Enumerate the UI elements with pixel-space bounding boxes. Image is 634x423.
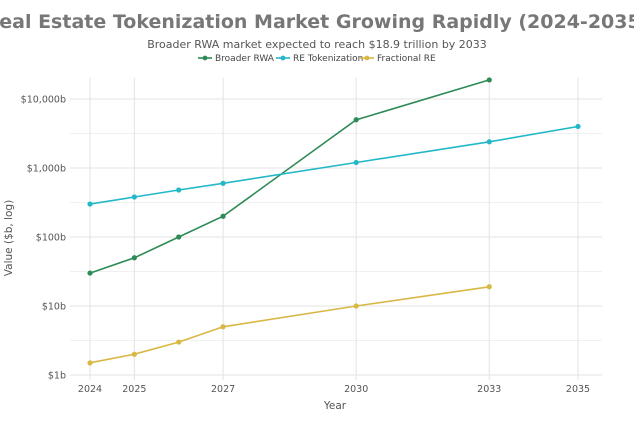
data-point-broader-rwa xyxy=(176,234,182,240)
y-tick-label: $10,000b xyxy=(21,95,66,106)
data-point-fractional-re xyxy=(353,303,359,309)
y-tick-label: $1b xyxy=(48,371,66,382)
legend-swatch-marker xyxy=(364,55,370,61)
series-broader-rwa xyxy=(87,77,492,276)
series-re-tokenization xyxy=(87,123,581,207)
x-tick-label: 2035 xyxy=(566,384,590,395)
legend: Broader RWA RE Tokenization Fractional RE xyxy=(198,54,436,64)
y-axis-ticks: $1b $10b $100b $1,000b $10,000b xyxy=(21,95,66,382)
x-tick-label: 2030 xyxy=(344,384,368,395)
chart-subtitle: Broader RWA market expected to reach $18… xyxy=(147,38,487,51)
legend-swatch-marker xyxy=(280,55,286,61)
data-point-re-tokenization xyxy=(220,180,226,186)
legend-item-re-tokenization: RE Tokenization xyxy=(276,54,363,64)
data-point-re-tokenization xyxy=(486,139,492,145)
data-point-broader-rwa xyxy=(131,255,137,261)
legend-item-broader-rwa: Broader RWA xyxy=(198,54,275,64)
data-point-re-tokenization xyxy=(176,187,182,193)
data-point-re-tokenization xyxy=(131,194,137,200)
data-point-broader-rwa xyxy=(353,117,359,123)
x-axis-title: Year xyxy=(323,400,347,412)
y-tick-label: $10b xyxy=(42,302,66,313)
series-group xyxy=(87,77,581,366)
data-point-fractional-re xyxy=(486,284,492,290)
x-tick-label: 2024 xyxy=(78,384,102,395)
x-tick-label: 2033 xyxy=(477,384,501,395)
data-point-broader-rwa xyxy=(87,270,93,276)
data-point-fractional-re xyxy=(220,324,226,330)
legend-label: Broader RWA xyxy=(215,54,275,64)
legend-label: Fractional RE xyxy=(377,54,436,64)
data-point-fractional-re xyxy=(87,360,93,366)
grid xyxy=(70,78,602,380)
legend-label: RE Tokenization xyxy=(293,54,363,64)
data-point-fractional-re xyxy=(131,351,137,357)
series-line-re-tokenization xyxy=(89,125,579,205)
series-line-broader-rwa xyxy=(89,79,490,274)
x-axis-ticks: 2024 2025 2027 2030 2033 2035 xyxy=(78,384,590,395)
x-tick-label: 2025 xyxy=(122,384,146,395)
chart-title: Real Estate Tokenization Market Growing … xyxy=(0,11,634,33)
data-point-re-tokenization xyxy=(575,123,581,130)
data-point-broader-rwa xyxy=(220,213,226,219)
data-point-fractional-re xyxy=(176,339,182,345)
y-axis-title: Value ($b, log) xyxy=(3,200,15,276)
series-fractional-re xyxy=(87,284,492,366)
y-tick-label: $1,000b xyxy=(27,164,66,175)
x-tick-label: 2027 xyxy=(211,384,235,395)
y-tick-label: $100b xyxy=(36,233,66,244)
data-point-re-tokenization xyxy=(353,159,359,166)
data-point-re-tokenization xyxy=(87,201,93,207)
legend-swatch-marker xyxy=(202,55,208,61)
data-point-broader-rwa xyxy=(486,77,492,83)
legend-item-fractional-re: Fractional RE xyxy=(360,54,436,64)
series-line-fractional-re xyxy=(89,286,490,364)
